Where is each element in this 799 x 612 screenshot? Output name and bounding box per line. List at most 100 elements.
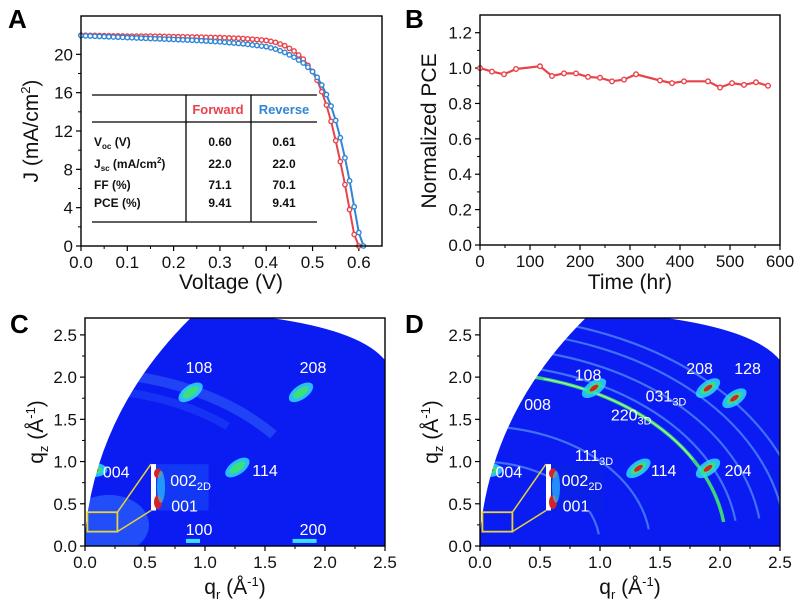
data-point-reverse [235, 40, 242, 47]
panel-letter-b: B [405, 4, 424, 34]
data-point-reverse [105, 33, 112, 40]
x-tick-label: 0 [475, 252, 484, 271]
y-tick-label: 0.0 [448, 537, 472, 556]
peak-128 [722, 388, 747, 409]
x-tick-label: 600 [766, 252, 794, 271]
y-tick-label: 1.5 [448, 410, 472, 429]
inset-edge [151, 464, 156, 511]
table-row-label: Voc (V) [94, 135, 131, 151]
x-tick-label: 2.5 [768, 553, 792, 572]
data-point-reverse [277, 47, 284, 54]
peak-100 [186, 538, 200, 543]
y-tick-label: 0.5 [448, 495, 472, 514]
data-point-forward [254, 36, 260, 43]
peak-108 [178, 382, 203, 403]
data-point-forward [281, 42, 288, 49]
data-point-reverse [184, 37, 191, 43]
data-point-forward [277, 41, 284, 47]
x-tick-label: 0.0 [73, 553, 97, 572]
map-background [480, 318, 780, 546]
peak-label-100: 100 [186, 522, 213, 539]
peak-label-004: 004 [103, 465, 130, 482]
table-header-forward: Forward [192, 102, 243, 117]
data-point-reverse [138, 35, 145, 42]
data-point-reverse [318, 82, 325, 88]
peak-label-001: 001 [171, 498, 198, 515]
peak-004 [85, 463, 108, 477]
y-axis-title: J (mA/cm2) [18, 80, 43, 183]
plot-frame [479, 14, 781, 246]
y-tick-label: 20 [54, 45, 73, 64]
data-point-reverse [82, 32, 89, 39]
data-point-reverse [212, 38, 219, 45]
data-point [489, 68, 496, 75]
y-tick-label: 0 [64, 237, 73, 256]
x-tick-label: 0.0 [468, 553, 492, 572]
y-tick-label: 2.5 [53, 326, 77, 345]
data-point-forward [286, 45, 293, 52]
x-tick-label: 300 [616, 252, 644, 271]
data-point [597, 74, 604, 81]
data-point [705, 78, 712, 85]
data-point-reverse [286, 51, 293, 58]
data-point-forward [226, 35, 233, 41]
peak-label-008: 008 [524, 397, 551, 414]
inset-streak [552, 470, 560, 503]
data-point-reverse [240, 40, 246, 47]
x-tick-label: 1.0 [588, 553, 612, 572]
data-point-reverse [323, 91, 330, 98]
x-axis-title: Voltage (V) [179, 271, 283, 294]
data-point-reverse [254, 42, 260, 49]
data-point-reverse [351, 203, 358, 210]
panel-letter-d: D [405, 309, 424, 339]
data-point-forward [337, 158, 344, 165]
inset-streak [157, 470, 165, 503]
peak-204 [695, 458, 721, 479]
x-tick-label: 0.2 [162, 253, 186, 272]
peak-label-004: 004 [495, 465, 522, 482]
data-point [537, 63, 544, 70]
diffraction-arc [100, 386, 230, 430]
table-value-reverse: 9.41 [272, 196, 296, 210]
data-point-reverse [300, 60, 307, 66]
table-value-forward: 71.1 [208, 178, 232, 192]
data-point [573, 70, 580, 77]
panel-letter-a: A [8, 4, 27, 34]
data-point-reverse [170, 36, 177, 43]
data-point-reverse [328, 103, 334, 109]
data-point-reverse [152, 35, 158, 42]
table-row-label: Jsc (mA/cm2) [94, 156, 165, 173]
peak-208 [288, 382, 314, 403]
y-axis-title: qz (Å-1) [418, 400, 446, 464]
data-point [753, 79, 760, 86]
plot-frame [84, 317, 386, 547]
data-point [501, 71, 508, 78]
data-point-forward [295, 52, 302, 58]
y-tick-label: 4 [64, 199, 73, 218]
data-point-reverse [281, 49, 288, 56]
diffraction-ring [499, 346, 761, 519]
table-value-forward: 22.0 [208, 157, 232, 171]
peak-114 [626, 458, 651, 479]
data-point-forward [346, 206, 353, 213]
data-point-reverse [133, 35, 140, 41]
diffraction-ring [497, 363, 737, 521]
x-tick-label: 2.0 [708, 553, 732, 572]
data-point-forward [351, 231, 358, 238]
peak-label-114: 114 [651, 463, 677, 480]
x-tick-label: 0.1 [115, 253, 139, 272]
x-tick-label: 0.5 [301, 253, 325, 272]
data-point [741, 81, 748, 88]
y-tick-label: 0.5 [53, 495, 77, 514]
y-tick-label: 16 [54, 84, 73, 103]
y-tick-label: 2.5 [448, 326, 472, 345]
data-point [585, 73, 592, 80]
y-axis-title: qz (Å-1) [23, 400, 51, 464]
peak-label-031: 0313D [646, 389, 687, 409]
x-tick-label: 200 [566, 252, 594, 271]
data-point-reverse [87, 33, 94, 39]
data-point [621, 76, 628, 83]
y-tick-label: 2.0 [448, 368, 472, 387]
